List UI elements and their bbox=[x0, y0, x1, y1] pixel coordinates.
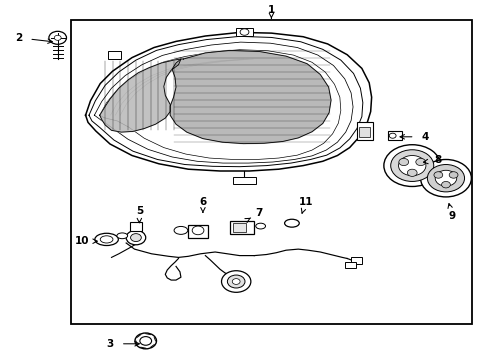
Circle shape bbox=[240, 29, 248, 35]
Bar bbox=[188, 225, 207, 238]
Circle shape bbox=[221, 271, 250, 292]
Bar bbox=[229, 221, 254, 234]
Circle shape bbox=[427, 165, 464, 192]
Text: 1: 1 bbox=[267, 5, 274, 15]
Ellipse shape bbox=[284, 219, 299, 227]
Circle shape bbox=[434, 170, 456, 186]
Bar bbox=[356, 122, 372, 140]
Circle shape bbox=[415, 158, 425, 166]
Text: 11: 11 bbox=[298, 197, 312, 207]
Bar bbox=[130, 222, 142, 231]
Text: 7: 7 bbox=[255, 208, 263, 218]
Polygon shape bbox=[94, 42, 352, 163]
Circle shape bbox=[433, 172, 442, 178]
Ellipse shape bbox=[117, 233, 127, 239]
Ellipse shape bbox=[174, 226, 187, 234]
Text: 4: 4 bbox=[421, 132, 428, 142]
Polygon shape bbox=[100, 59, 181, 132]
Circle shape bbox=[420, 159, 470, 197]
Circle shape bbox=[398, 156, 425, 176]
Circle shape bbox=[448, 172, 457, 178]
Bar bbox=[344, 262, 355, 268]
Bar bbox=[387, 131, 402, 140]
Ellipse shape bbox=[255, 223, 265, 229]
Text: 5: 5 bbox=[136, 206, 142, 216]
Bar bbox=[235, 28, 253, 36]
Text: 6: 6 bbox=[199, 197, 206, 207]
Text: 8: 8 bbox=[433, 155, 440, 165]
Text: 3: 3 bbox=[106, 339, 113, 349]
Text: 10: 10 bbox=[75, 236, 89, 246]
Polygon shape bbox=[170, 50, 330, 144]
Bar bbox=[71, 20, 471, 324]
Circle shape bbox=[192, 226, 203, 235]
Circle shape bbox=[383, 145, 440, 186]
Circle shape bbox=[388, 133, 395, 138]
Circle shape bbox=[126, 230, 145, 245]
Circle shape bbox=[232, 279, 240, 284]
Bar bbox=[350, 257, 361, 264]
Circle shape bbox=[135, 333, 156, 349]
Bar bbox=[233, 223, 245, 232]
Bar bbox=[359, 127, 369, 137]
Ellipse shape bbox=[95, 233, 118, 246]
Circle shape bbox=[54, 35, 61, 40]
Bar bbox=[233, 177, 255, 184]
Polygon shape bbox=[100, 50, 340, 159]
Ellipse shape bbox=[100, 236, 113, 243]
Circle shape bbox=[227, 275, 244, 288]
Text: 9: 9 bbox=[448, 211, 455, 221]
Bar bbox=[107, 51, 121, 59]
Circle shape bbox=[407, 169, 416, 176]
Circle shape bbox=[49, 31, 66, 44]
Polygon shape bbox=[89, 36, 362, 167]
Circle shape bbox=[390, 150, 433, 181]
Circle shape bbox=[398, 158, 408, 166]
Polygon shape bbox=[85, 32, 371, 171]
Text: 2: 2 bbox=[15, 33, 22, 43]
Circle shape bbox=[130, 234, 141, 242]
Circle shape bbox=[441, 181, 449, 188]
Circle shape bbox=[140, 337, 151, 345]
